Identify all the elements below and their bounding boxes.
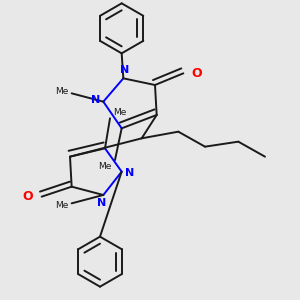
Text: Me: Me <box>55 200 68 209</box>
Text: Me: Me <box>55 87 68 96</box>
Text: Me: Me <box>98 162 112 171</box>
Text: N: N <box>97 198 106 208</box>
Text: N: N <box>91 95 100 105</box>
Text: Me: Me <box>113 108 127 117</box>
Text: O: O <box>23 190 33 203</box>
Text: O: O <box>192 67 202 80</box>
Text: N: N <box>125 168 134 178</box>
Text: N: N <box>120 65 130 75</box>
